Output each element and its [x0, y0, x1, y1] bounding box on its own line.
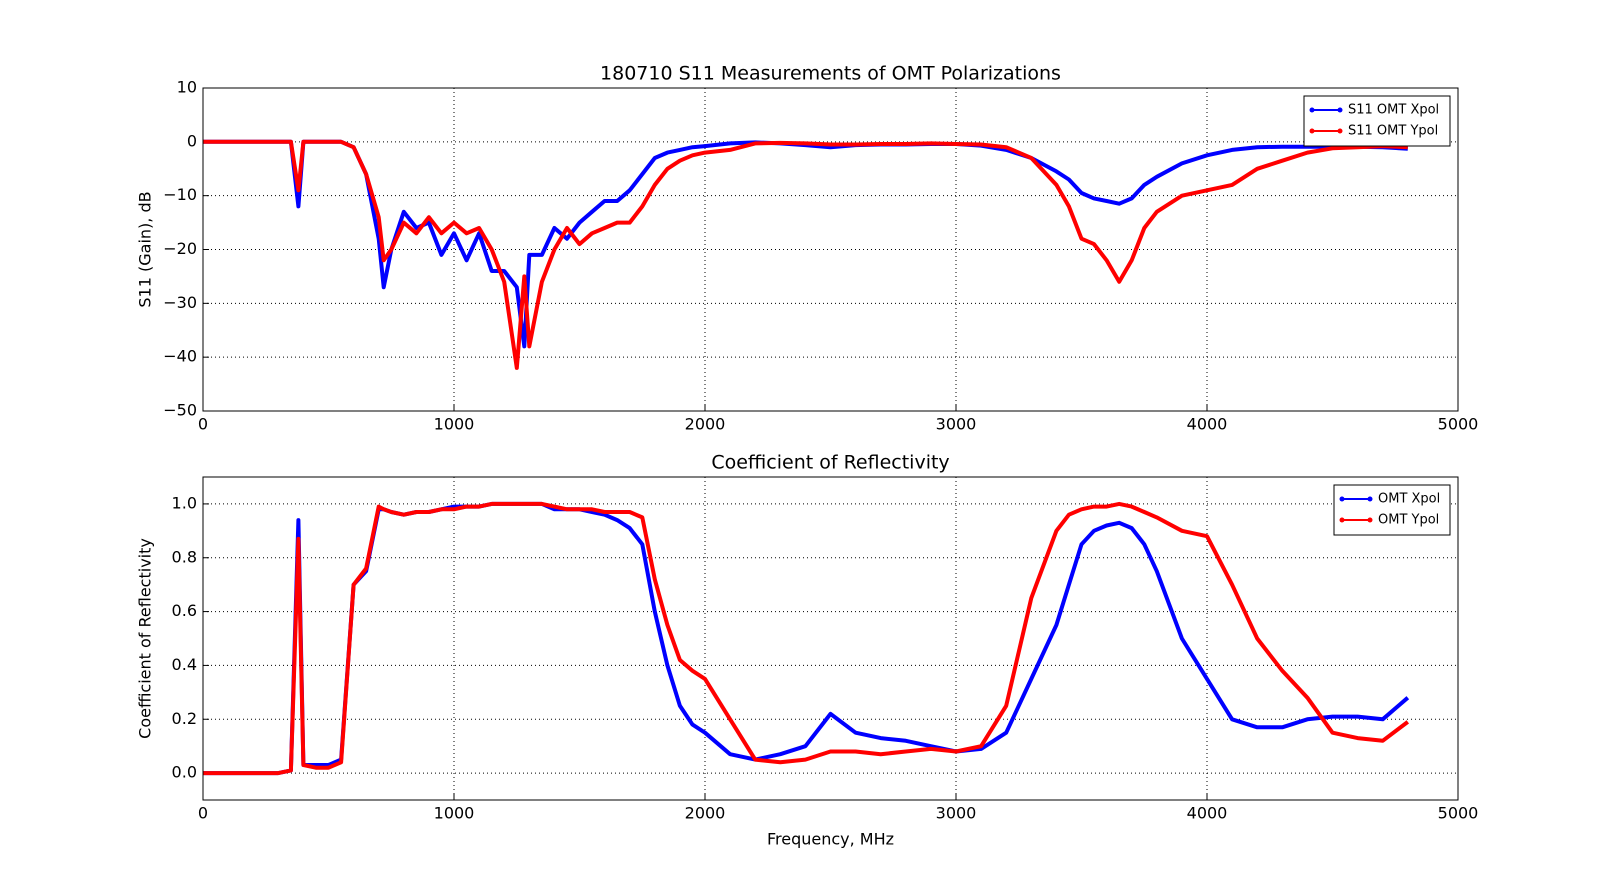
legend-box: [1303, 95, 1451, 147]
x-tick-label: 5000: [1438, 804, 1479, 823]
x-tick-label: 3000: [936, 804, 977, 823]
y-tick-label: −30: [163, 293, 197, 312]
chart-title: 180710 S11 Measurements of OMT Polarizat…: [600, 63, 1061, 85]
x-tick-label: 4000: [1187, 804, 1228, 823]
x-tick-label: 5000: [1438, 415, 1479, 434]
legend-label: OMT Ypol: [1378, 513, 1439, 528]
x-tick-label: 0: [198, 804, 208, 823]
y-tick-label: 0.6: [172, 601, 197, 620]
legend-marker: [1337, 107, 1343, 113]
x-tick-label: 4000: [1187, 415, 1228, 434]
legend-marker: [1339, 496, 1345, 502]
x-tick-label: 1000: [434, 415, 475, 434]
y-tick-label: −40: [163, 347, 197, 366]
y-tick-label: 0: [187, 131, 197, 150]
y-tick-label: −10: [163, 185, 197, 204]
y-tick-label: 0.8: [172, 547, 197, 566]
x-tick-label: 1000: [434, 804, 475, 823]
x-tick-label: 0: [198, 415, 208, 434]
legend-label: S11 OMT Ypol: [1348, 124, 1438, 139]
x-axis-label: Frequency, MHz: [767, 830, 894, 849]
legend-marker: [1309, 128, 1315, 134]
x-tick-label: 2000: [685, 804, 726, 823]
legend-marker: [1339, 517, 1345, 523]
series-line: [203, 139, 1408, 370]
y-tick-label: 1.0: [172, 493, 197, 512]
legend-marker: [1337, 128, 1343, 134]
series-line: [203, 139, 1408, 349]
x-tick-label: 3000: [936, 415, 977, 434]
y-axis-label: Coefficient of Reflectivity: [136, 538, 155, 739]
legend-marker: [1309, 107, 1315, 113]
legend-marker: [1367, 496, 1373, 502]
y-tick-label: 10: [177, 78, 197, 97]
y-tick-label: 0.2: [172, 709, 197, 728]
x-tick-label: 2000: [685, 415, 726, 434]
series-line: [203, 501, 1410, 776]
y-tick-label: 0.4: [172, 655, 197, 674]
legend-label: OMT Xpol: [1378, 492, 1440, 507]
legend-marker: [1367, 517, 1373, 523]
plot-frame: [202, 87, 1459, 412]
y-tick-label: 0.0: [172, 763, 197, 782]
legend-box: [1333, 484, 1451, 536]
y-axis-label: S11 (Gain), dB: [136, 191, 155, 307]
chart-title: Coefficient of Reflectivity: [711, 452, 949, 474]
y-tick-label: −20: [163, 239, 197, 258]
y-tick-label: −50: [163, 401, 197, 420]
legend-label: S11 OMT Xpol: [1348, 103, 1439, 118]
series-line: [203, 501, 1410, 776]
plot-frame: [202, 476, 1459, 801]
